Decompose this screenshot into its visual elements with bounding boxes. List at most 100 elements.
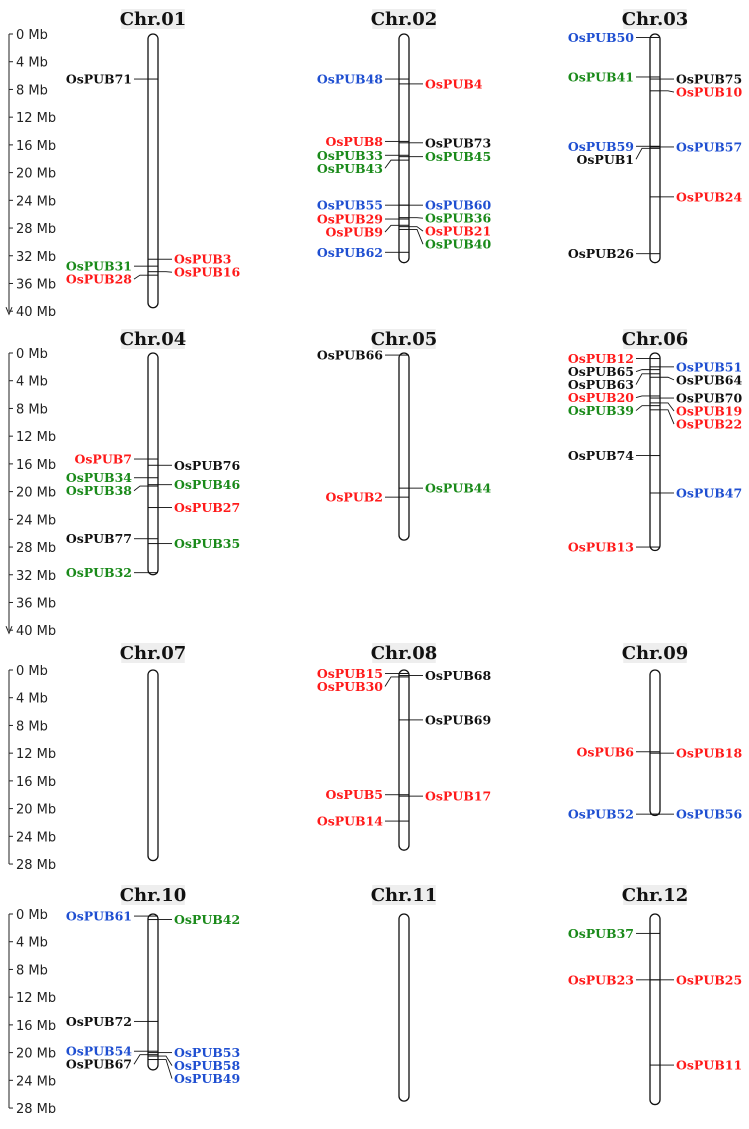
gene-label: OsPUB7 (75, 452, 133, 467)
scale-tick-label: 8 Mb (16, 963, 48, 978)
scale-tick-label: 16 Mb (16, 775, 56, 790)
gene-label: OsPUB59 (568, 139, 634, 154)
chromosome-body (147, 352, 159, 576)
scale-tick-label: 0 Mb (16, 664, 48, 679)
gene-label: OsPUB36 (425, 211, 491, 226)
chromosome-title-bg (623, 9, 687, 29)
gene-label: OsPUB35 (174, 536, 240, 551)
gene-connector (133, 485, 148, 492)
gene-label: OsPUB67 (66, 1057, 132, 1072)
gene-label: OsPUB18 (676, 746, 742, 761)
gene-connector (635, 395, 650, 398)
chromosome-body (398, 352, 410, 541)
gene-label: OsPUB12 (568, 351, 634, 366)
scale-arrow (5, 626, 13, 635)
chromosome-body (649, 669, 661, 817)
gene-label: OsPUB29 (317, 212, 383, 227)
gene-connector (635, 405, 650, 411)
scale-tick-label: 24 Mb (16, 194, 56, 209)
gene-label: OsPUB63 (568, 377, 634, 392)
scale-tick-label: 8 Mb (16, 83, 48, 98)
gene-connector (133, 274, 148, 280)
gene-label: OsPUB25 (676, 972, 742, 987)
gene-connector (635, 373, 650, 385)
scale-tick-label: 28 Mb (16, 222, 56, 237)
gene-label: OsPUB53 (174, 1045, 240, 1060)
gene-label: OsPUB42 (174, 912, 240, 927)
gene-label: OsPUB22 (676, 417, 742, 432)
gene-label: OsPUB77 (66, 531, 132, 546)
gene-label: OsPUB48 (317, 72, 383, 87)
gene-connector (158, 1055, 173, 1066)
chromosome-title: Chr.12 (622, 885, 689, 906)
gene-label: OsPUB50 (568, 30, 634, 45)
chromosome-title-bg (372, 643, 436, 663)
gene-label: OsPUB65 (568, 364, 634, 379)
gene-label: OsPUB4 (425, 76, 483, 91)
gene-label: OsPUB72 (66, 1014, 132, 1029)
gene-label: OsPUB21 (425, 224, 491, 239)
scale-tick-label: 4 Mb (16, 692, 48, 707)
gene-label: OsPUB51 (676, 359, 742, 374)
scale-tick-label: 32 Mb (16, 250, 56, 265)
chromosome-title-bg (121, 885, 185, 905)
gene-connector (635, 369, 650, 372)
gene-label: OsPUB2 (326, 490, 384, 505)
scale-tick-label: 0 Mb (16, 908, 48, 923)
gene-label: OsPUB28 (66, 272, 132, 287)
chromosome-body (398, 33, 410, 264)
scale-tick-label: 4 Mb (16, 936, 48, 951)
chromosome-title-bg (623, 885, 687, 905)
chromosome-title: Chr.02 (371, 9, 438, 30)
scale-tick-label: 8 Mb (16, 402, 48, 417)
chromosome-title-bg (372, 885, 436, 905)
chromosome-title-bg (372, 329, 436, 349)
scale-tick-label: 16 Mb (16, 139, 56, 154)
gene-label: OsPUB55 (317, 198, 383, 213)
gene-label: OsPUB13 (568, 540, 634, 555)
chromosome-title-bg (121, 329, 185, 349)
gene-label: OsPUB76 (174, 458, 240, 473)
scale-tick-label: 12 Mb (16, 747, 56, 762)
gene-label: OsPUB30 (317, 679, 383, 694)
scale-tick-label: 20 Mb (16, 486, 56, 501)
gene-label: OsPUB8 (326, 134, 384, 149)
gene-label: OsPUB58 (174, 1058, 240, 1073)
gene-label: OsPUB52 (568, 807, 634, 822)
gene-label: OsPUB10 (676, 85, 742, 100)
chromosome-title-bg (372, 9, 436, 29)
chromosome-title: Chr.05 (371, 329, 438, 350)
scale-tick-label: 24 Mb (16, 1074, 56, 1089)
gene-label: OsPUB15 (317, 666, 383, 681)
gene-label: OsPUB1 (577, 152, 635, 167)
chromosome-body (147, 913, 159, 1071)
chromosome-title-bg (623, 643, 687, 663)
scale-arrow (5, 307, 13, 316)
gene-connector (384, 159, 399, 169)
gene-label: OsPUB19 (676, 404, 742, 419)
chromosome-body (147, 33, 159, 309)
chromosome-title: Chr.10 (120, 885, 187, 906)
gene-label: OsPUB39 (568, 403, 634, 418)
chromosome-title-bg (121, 643, 185, 663)
gene-label: OsPUB57 (676, 139, 742, 154)
chromosome-body (649, 352, 661, 552)
chromosome-chr06: Chr.06OsPUB12OsPUB65OsPUB63OsPUB20OsPUB3… (568, 329, 742, 555)
scale-tick-label: 4 Mb (16, 56, 48, 71)
gene-label: OsPUB34 (66, 470, 132, 485)
gene-connector (409, 217, 424, 219)
chromosome-chr11: Chr.11 (371, 885, 437, 1102)
scale-bar: 0 Mb 4 Mb 8 Mb 12 Mb 16 Mb 20 Mb 24 Mb 28 Mb (8, 664, 56, 873)
gene-label: OsPUB3 (174, 252, 232, 267)
gene-label: OsPUB61 (66, 909, 132, 924)
chromosome-title: Chr.07 (120, 643, 187, 664)
chromosome-body (398, 913, 410, 1102)
scale-tick-label: 8 Mb (16, 719, 48, 734)
scale-tick-label: 40 Mb (16, 624, 56, 639)
gene-connector (384, 224, 399, 233)
